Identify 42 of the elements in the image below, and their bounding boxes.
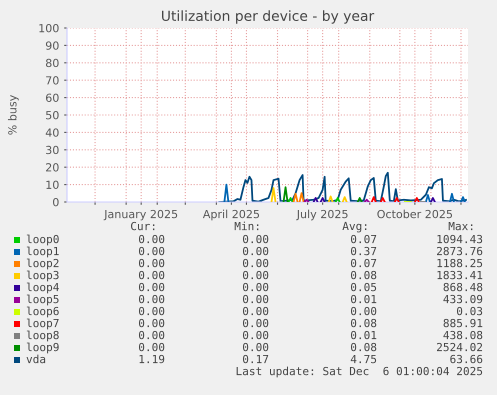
y-axis-title: % busy (8, 95, 19, 135)
y-tick-label: 100 (39, 24, 59, 32)
y-tick-label: 10 (46, 180, 59, 189)
x-tick-label: July 2025 (296, 210, 348, 220)
legend-label: vda (26, 354, 46, 364)
y-tick-label: 20 (46, 163, 59, 172)
y-tick-label: 50 (46, 110, 59, 120)
text: Last update: Sat Dec 6 01:00:04 2025 (236, 366, 482, 378)
legend-label: loop1 (26, 246, 59, 258)
legend-label: loop3 (26, 270, 59, 282)
text: 0.00 0.00 0.08 1833.41 (138, 270, 482, 280)
x-tick-label: October 2025 (377, 210, 452, 218)
text: 0.00 0.00 0.05 868.48 (138, 282, 482, 292)
legend-label: loop7 (26, 318, 59, 330)
x-tick-label: January 2025 (104, 210, 178, 220)
text: 0.00 0.00 0.07 1188.25 (138, 258, 482, 268)
y-tick-label: 80 (46, 58, 59, 68)
text: 0.00 0.00 0.07 1094.43 (138, 234, 482, 244)
text: 0.00 0.00 0.37 2873.76 (138, 246, 482, 256)
legend-label: loop0 (26, 234, 59, 246)
text: 0.00 0.00 0.08 2524.02 (138, 342, 482, 352)
y-tick-label: 90 (46, 41, 59, 50)
x-tick-label: April 2025 (202, 210, 260, 220)
y-tick-label: 70 (46, 76, 59, 85)
y-tick-label: 60 (46, 94, 59, 102)
y-tick-label: 0 (53, 198, 59, 206)
line-series (218, 172, 467, 202)
text: 1.19 0.17 4.75 63.66 (140, 354, 482, 364)
legend-label: loop5 (26, 294, 59, 306)
text: 0.00 0.00 0.01 438.08 (138, 330, 482, 340)
legend-label: loop4 (26, 282, 59, 294)
y-tick-label: 30 (46, 146, 59, 154)
legend-label: loop2 (26, 258, 59, 270)
chart-title: Utilization per device - by year (162, 10, 374, 24)
y-tick-label: 40 (46, 128, 59, 137)
text: 0.00 0.00 0.08 885.91 (138, 318, 482, 328)
legend-label: loop9 (26, 342, 59, 354)
legend-label: loop8 (26, 330, 59, 342)
text: Cur: Min: Avg: Max: (130, 222, 472, 232)
legend-label: loop6 (26, 306, 59, 318)
text: 0.00 0.00 0.00 0.03 (138, 306, 482, 316)
text: 0.00 0.00 0.01 433.09 (138, 294, 482, 304)
